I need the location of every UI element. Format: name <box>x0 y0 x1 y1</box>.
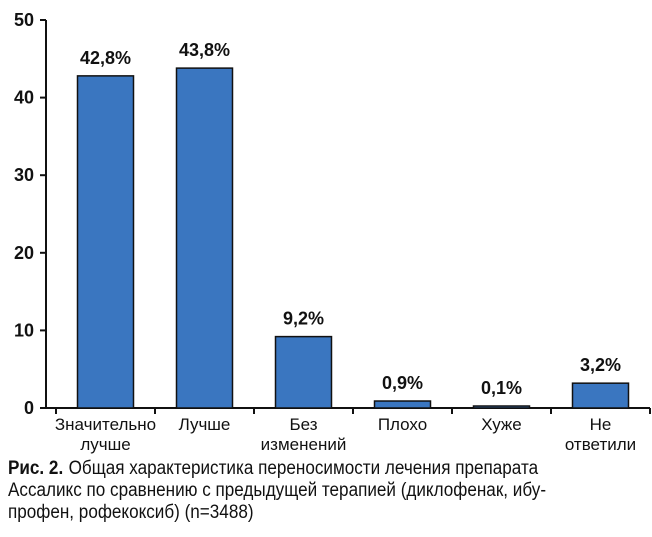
bar <box>472 405 531 409</box>
category-label: Лучше <box>179 415 231 434</box>
y-tick-label: 50 <box>14 10 34 30</box>
bar <box>274 335 333 409</box>
caption-label: Рис. 2. <box>8 458 64 479</box>
category-label: Без <box>289 415 317 434</box>
data-label: 3,2% <box>580 355 621 375</box>
y-tick-label: 40 <box>14 88 34 108</box>
category-label: лучше <box>80 435 130 454</box>
data-label: 43,8% <box>179 40 230 60</box>
y-tick-label: 0 <box>24 398 34 418</box>
bar <box>373 400 432 409</box>
y-tick-label: 10 <box>14 320 34 340</box>
category-label: ответили <box>565 435 636 454</box>
data-label: 42,8% <box>80 48 131 68</box>
bar <box>571 382 630 409</box>
caption-text: Общая характеристика переносимости лечен… <box>8 458 547 523</box>
category-label: Значительно <box>55 415 156 434</box>
category-label: Хуже <box>481 415 521 434</box>
category-label: изменений <box>261 435 347 454</box>
data-label: 0,1% <box>481 378 522 398</box>
y-tick-label: 20 <box>14 243 34 263</box>
y-tick-label: 30 <box>14 165 34 185</box>
category-label: Не <box>590 415 612 434</box>
bar <box>76 75 135 409</box>
data-label: 9,2% <box>283 309 324 329</box>
figure-caption: Рис. 2. Общая характеристика переносимост… <box>8 458 584 524</box>
data-label: 0,9% <box>382 373 423 393</box>
bar <box>175 67 234 409</box>
category-label: Плохо <box>378 415 427 434</box>
